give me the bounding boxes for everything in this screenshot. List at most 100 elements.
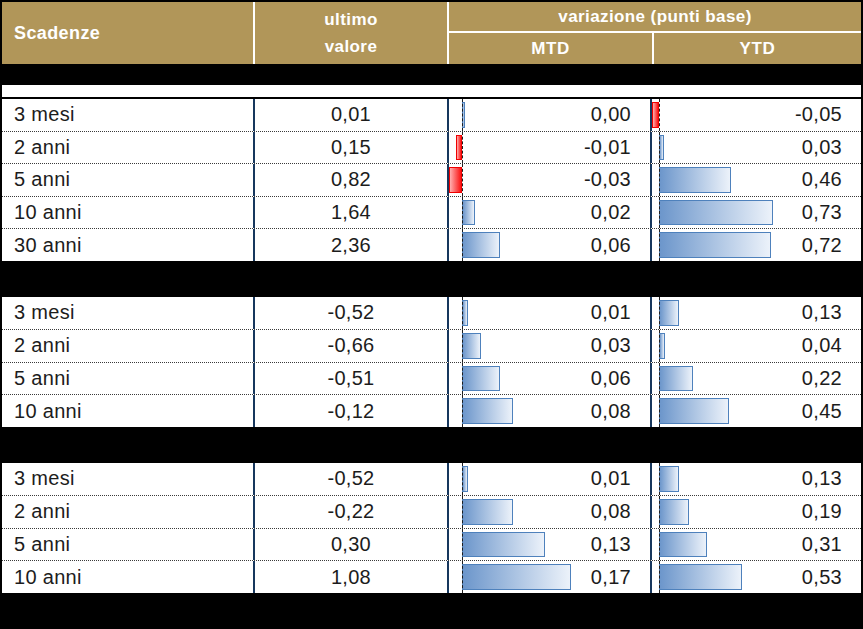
mtd-value: 0,01 — [591, 467, 631, 490]
mtd-bar — [462, 532, 545, 558]
ytd-value: 0,03 — [802, 136, 842, 159]
mtd-value: 0,17 — [591, 566, 631, 589]
section-divider — [2, 64, 861, 85]
ytd-value: -0,05 — [795, 103, 842, 126]
last-value: 1,08 — [253, 561, 447, 593]
ytd-cell: 0,46 — [650, 164, 861, 196]
zero-axis — [462, 99, 463, 131]
mtd-cell: 0,06 — [447, 229, 650, 261]
zero-axis — [462, 529, 463, 561]
mtd-bar — [449, 167, 462, 193]
mtd-value: 0,03 — [591, 334, 631, 357]
zero-axis — [462, 395, 463, 427]
mtd-cell: 0,01 — [447, 463, 650, 495]
ytd-bar — [659, 300, 679, 326]
header-mtd: MTD — [449, 33, 652, 64]
zero-axis — [462, 330, 463, 362]
table-row: 30 anni 2,36 0,06 0,72 — [2, 228, 861, 261]
maturity-label: 5 anni — [2, 529, 253, 561]
zero-axis — [659, 229, 660, 261]
maturity-label: 30 anni — [2, 229, 253, 261]
yield-section-3: 3 mesi -0,52 0,01 0,13 2 anni -0,22 0,08… — [2, 461, 861, 595]
mtd-bar — [462, 333, 481, 359]
header-ytd: YTD — [652, 33, 861, 64]
mtd-cell: -0,03 — [447, 164, 650, 196]
mtd-value: 0,13 — [591, 533, 631, 556]
mtd-bar — [462, 564, 571, 590]
ytd-cell: 0,04 — [650, 330, 861, 362]
zero-axis — [462, 132, 463, 164]
header-last-line2: valore — [325, 33, 378, 60]
zero-axis — [659, 529, 660, 561]
ytd-cell: 0,22 — [650, 363, 861, 395]
zero-axis — [462, 463, 463, 495]
table-row: 3 mesi -0,52 0,01 0,13 — [2, 463, 861, 495]
last-value: 0,15 — [253, 132, 447, 164]
last-value: 0,30 — [253, 529, 447, 561]
mtd-value: 0,02 — [591, 201, 631, 224]
ytd-bar — [659, 232, 771, 258]
spacer — [2, 85, 861, 97]
maturity-label: 2 anni — [2, 132, 253, 164]
zero-axis — [462, 363, 463, 395]
mtd-cell: 0,13 — [447, 529, 650, 561]
mtd-value: 0,08 — [591, 400, 631, 423]
last-value: -0,52 — [253, 463, 447, 495]
ytd-bar — [659, 200, 773, 226]
mtd-bar — [462, 232, 500, 258]
zero-axis — [659, 132, 660, 164]
zero-axis — [659, 297, 660, 329]
ytd-value: 0,45 — [802, 400, 842, 423]
mtd-cell: 0,01 — [447, 297, 650, 329]
last-value: 0,82 — [253, 164, 447, 196]
zero-axis — [659, 164, 660, 196]
header-variation: variazione (punti base) — [449, 2, 861, 33]
section-divider — [2, 595, 861, 627]
zero-axis — [659, 496, 660, 528]
mtd-value: 0,08 — [591, 500, 631, 523]
ytd-cell: 0,13 — [650, 297, 861, 329]
ytd-cell: 0,53 — [650, 561, 861, 593]
table-row: 10 anni -0,12 0,08 0,45 — [2, 394, 861, 427]
table-row: 10 anni 1,64 0,02 0,73 — [2, 196, 861, 229]
mtd-cell: 0,03 — [447, 330, 650, 362]
rates-table: Scadenze ultimo valore variazione (punti… — [0, 0, 863, 629]
last-value: 1,64 — [253, 197, 447, 229]
ytd-cell: -0,05 — [650, 99, 861, 131]
maturity-label: 3 mesi — [2, 463, 253, 495]
header-variation-sub: MTD YTD — [449, 33, 861, 64]
ytd-bar — [652, 102, 659, 128]
zero-axis — [659, 197, 660, 229]
yield-section-1: 3 mesi 0,01 0,00 -0,05 2 anni 0,15 -0,01… — [2, 97, 861, 263]
ytd-bar — [659, 398, 729, 424]
last-value: -0,52 — [253, 297, 447, 329]
mtd-value: -0,03 — [584, 168, 631, 191]
table-row: 3 mesi 0,01 0,00 -0,05 — [2, 99, 861, 131]
ytd-value: 0,46 — [802, 168, 842, 191]
ytd-cell: 0,13 — [650, 463, 861, 495]
ytd-bar — [659, 366, 693, 392]
last-value: -0,12 — [253, 395, 447, 427]
mtd-bar — [462, 366, 500, 392]
mtd-bar — [462, 499, 513, 525]
mtd-cell: 0,08 — [447, 496, 650, 528]
zero-axis — [462, 197, 463, 229]
mtd-value: 0,00 — [591, 103, 631, 126]
maturity-label: 10 anni — [2, 197, 253, 229]
maturity-label: 3 mesi — [2, 297, 253, 329]
ytd-value: 0,19 — [802, 500, 842, 523]
maturity-label: 5 anni — [2, 363, 253, 395]
last-value: -0,66 — [253, 330, 447, 362]
zero-axis — [659, 330, 660, 362]
header-last-line1: ultimo — [324, 6, 377, 33]
maturity-label: 5 anni — [2, 164, 253, 196]
ytd-bar — [659, 564, 742, 590]
last-value: -0,51 — [253, 363, 447, 395]
ytd-bar — [659, 466, 679, 492]
mtd-cell: 0,00 — [447, 99, 650, 131]
ytd-value: 0,31 — [802, 533, 842, 556]
table-row: 2 anni -0,22 0,08 0,19 — [2, 495, 861, 528]
mtd-bar — [462, 398, 513, 424]
zero-axis — [659, 463, 660, 495]
header-last-value: ultimo valore — [253, 2, 447, 64]
